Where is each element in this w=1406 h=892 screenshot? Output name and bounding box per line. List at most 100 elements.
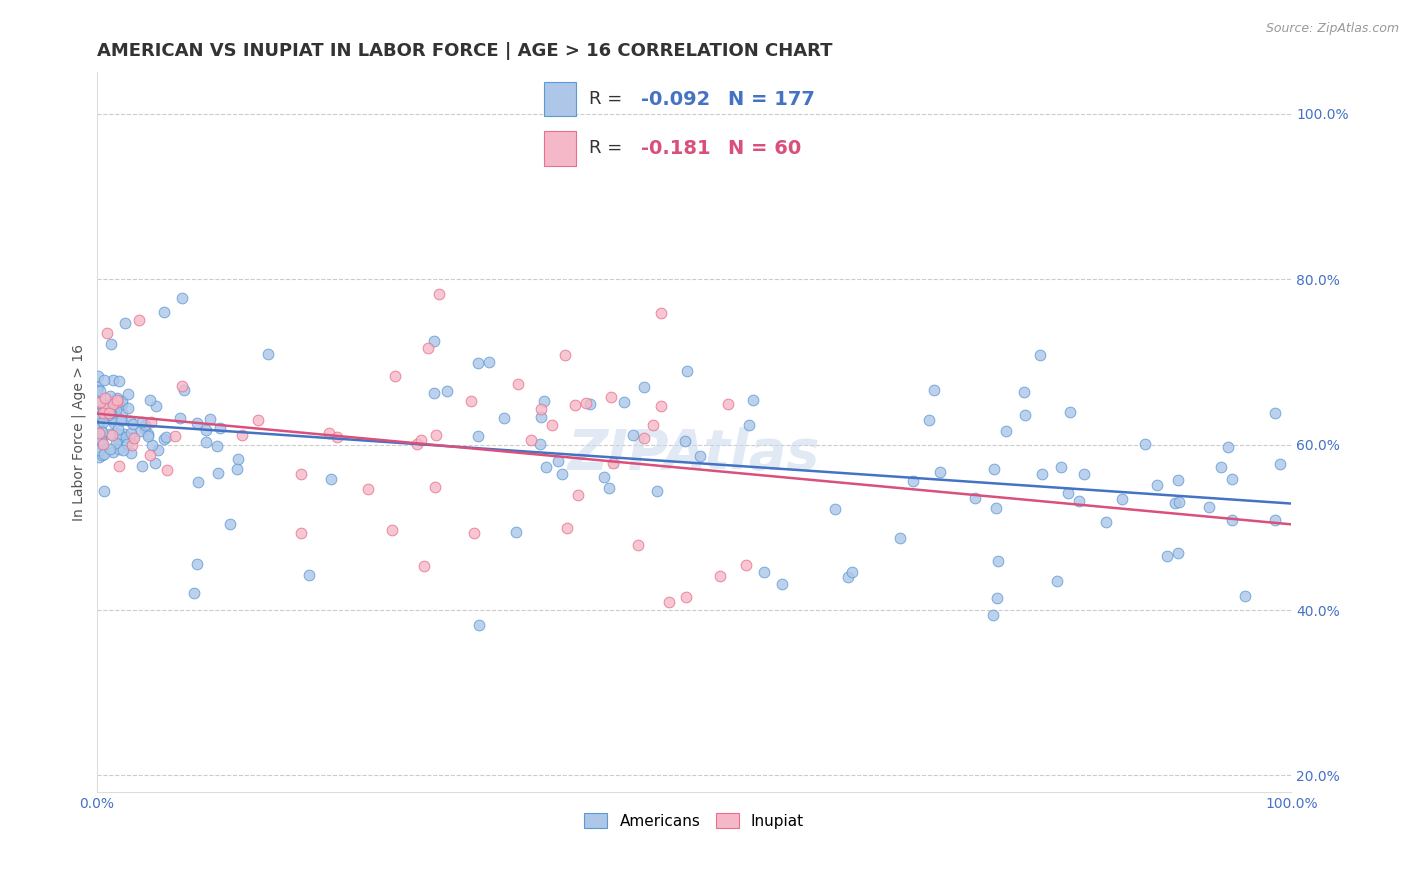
Point — [1220, 472, 1243, 486]
Point — [929, 465, 952, 479]
Point — [121, 417, 143, 431]
Text: AMERICAN VS INUPIAT IN LABOR FORCE | AGE > 16 CORRELATION CHART: AMERICAN VS INUPIAT IN LABOR FORCE | AGE… — [97, 42, 832, 60]
Point — [676, 363, 699, 377]
Point — [131, 415, 153, 429]
Point — [108, 442, 131, 456]
Point — [675, 590, 697, 604]
Point — [138, 448, 160, 462]
Point — [105, 403, 128, 417]
Point — [1133, 436, 1156, 450]
Point — [172, 378, 194, 392]
Point — [650, 306, 672, 320]
Point — [1095, 515, 1118, 529]
Point — [141, 415, 163, 429]
Point — [87, 442, 110, 457]
Point — [118, 414, 141, 428]
Point — [183, 586, 205, 600]
Point — [567, 487, 589, 501]
Text: N = 60: N = 60 — [728, 139, 801, 158]
Point — [107, 422, 129, 436]
Point — [91, 448, 114, 462]
Point — [422, 334, 444, 348]
Point — [89, 384, 111, 398]
Point — [134, 422, 156, 436]
Text: -0.092: -0.092 — [641, 90, 710, 109]
Point — [357, 483, 380, 497]
Point — [105, 392, 128, 407]
Point — [94, 401, 117, 415]
Point — [413, 558, 436, 573]
Point — [115, 437, 138, 451]
Point — [325, 429, 347, 443]
Point — [598, 481, 620, 495]
Point — [735, 558, 758, 572]
Point — [752, 566, 775, 580]
Point — [136, 427, 159, 442]
Point — [96, 326, 118, 340]
Point — [87, 415, 110, 429]
Point — [101, 428, 124, 442]
Point — [564, 398, 586, 412]
Point — [1045, 574, 1067, 588]
FancyBboxPatch shape — [544, 82, 576, 116]
Point — [98, 442, 121, 456]
Point — [530, 402, 553, 417]
Point — [633, 431, 655, 445]
Point — [742, 393, 765, 408]
Point — [600, 390, 623, 404]
Point — [983, 461, 1005, 475]
Point — [633, 380, 655, 394]
Point — [105, 394, 128, 409]
Point — [90, 409, 112, 423]
Point — [1211, 459, 1233, 474]
Point — [87, 380, 110, 394]
Point — [1012, 384, 1035, 399]
Point — [103, 405, 125, 419]
Point — [381, 523, 404, 537]
Point — [409, 433, 432, 447]
Point — [152, 432, 174, 446]
Y-axis label: In Labor Force | Age > 16: In Labor Force | Age > 16 — [72, 343, 86, 521]
Point — [1220, 513, 1243, 527]
Point — [139, 392, 162, 407]
Point — [103, 397, 125, 411]
Point — [96, 406, 118, 420]
Point — [575, 396, 598, 410]
Point — [1168, 495, 1191, 509]
Point — [170, 291, 193, 305]
Legend: Americans, Inupiat: Americans, Inupiat — [578, 806, 810, 835]
Point — [187, 475, 209, 489]
Point — [91, 437, 114, 451]
Point — [889, 531, 911, 545]
Point — [218, 516, 240, 531]
Point — [641, 417, 664, 432]
Point — [225, 462, 247, 476]
Point — [87, 436, 110, 450]
Point — [94, 408, 117, 422]
Point — [547, 454, 569, 468]
Point — [1167, 473, 1189, 487]
Point — [737, 418, 759, 433]
Point — [673, 434, 696, 448]
Point — [110, 406, 132, 420]
Point — [422, 385, 444, 400]
FancyBboxPatch shape — [544, 131, 576, 166]
Point — [90, 425, 112, 439]
Point — [1264, 406, 1286, 420]
Point — [658, 595, 681, 609]
Point — [1031, 467, 1053, 482]
Point — [114, 430, 136, 444]
Point — [93, 404, 115, 418]
Point — [555, 520, 578, 534]
Point — [554, 348, 576, 362]
Point — [100, 337, 122, 351]
Point — [318, 425, 340, 440]
Point — [89, 425, 111, 440]
Point — [134, 418, 156, 433]
Point — [1049, 460, 1071, 475]
Point — [901, 474, 924, 488]
Point — [506, 376, 529, 391]
Point — [1056, 485, 1078, 500]
Point — [436, 384, 458, 399]
Point — [148, 442, 170, 457]
